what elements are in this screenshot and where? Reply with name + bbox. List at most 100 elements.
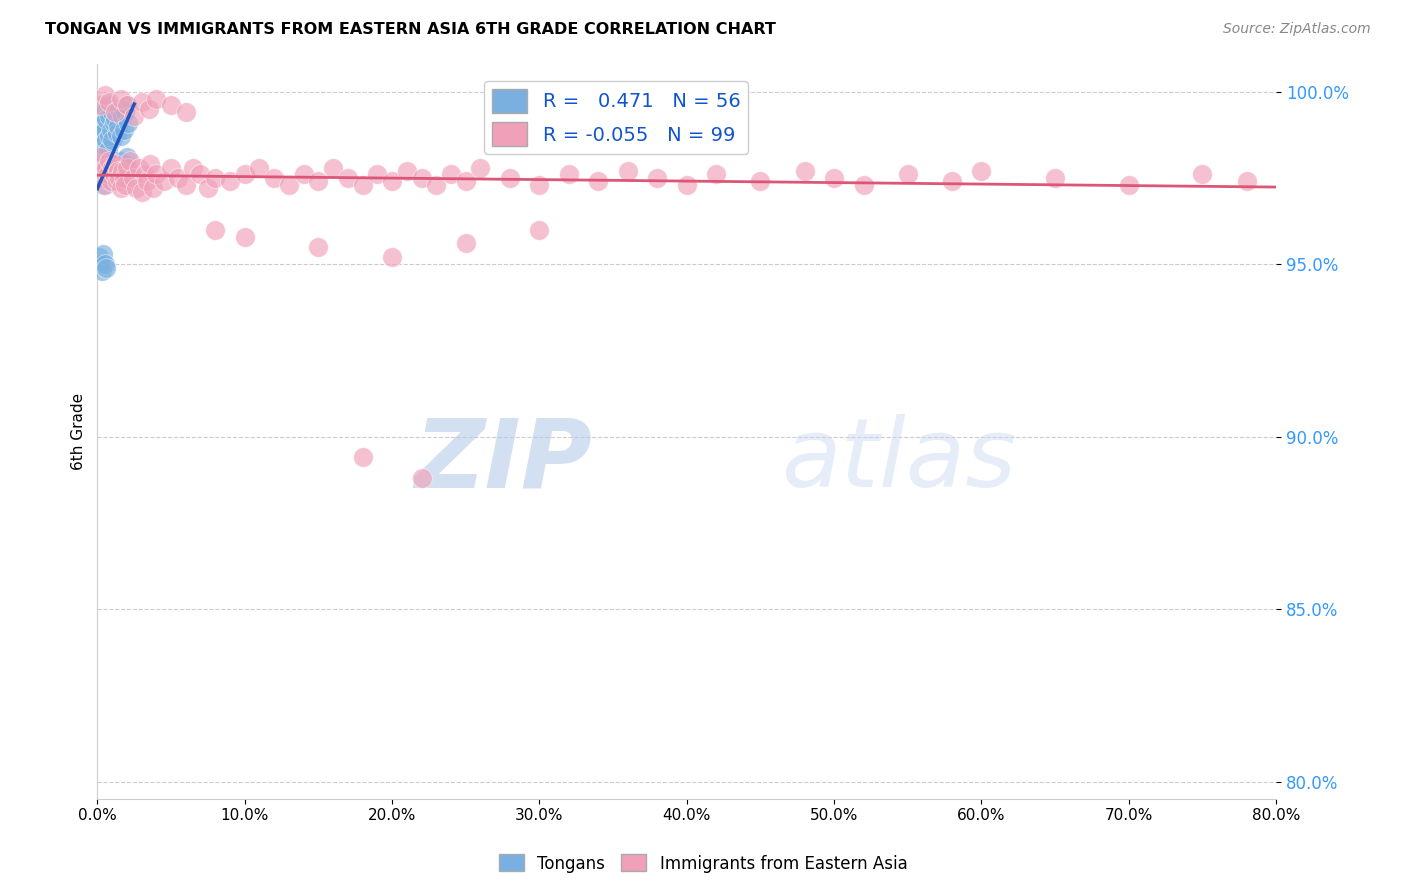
- Point: [117, 116, 139, 130]
- Text: ZIP: ZIP: [415, 414, 592, 508]
- Point: [93, 88, 115, 103]
- Point: [93, 178, 115, 192]
- Point: [93, 161, 115, 175]
- Point: [440, 168, 463, 182]
- Point: [105, 164, 128, 178]
- Point: [617, 164, 640, 178]
- Point: [115, 161, 138, 175]
- Point: [352, 450, 374, 465]
- Point: [322, 161, 344, 175]
- Point: [558, 168, 581, 182]
- Point: [336, 170, 359, 185]
- Point: [98, 129, 121, 144]
- Point: [101, 105, 124, 120]
- Point: [98, 153, 121, 168]
- Point: [645, 170, 668, 185]
- Point: [115, 98, 138, 112]
- Point: [96, 112, 118, 127]
- Point: [529, 222, 551, 236]
- Point: [1191, 168, 1213, 182]
- Point: [107, 164, 129, 178]
- Point: [852, 178, 875, 192]
- Point: [87, 136, 110, 151]
- Point: [897, 168, 920, 182]
- Legend: Tongans, Immigrants from Eastern Asia: Tongans, Immigrants from Eastern Asia: [492, 847, 914, 880]
- Point: [122, 109, 145, 123]
- Point: [131, 185, 153, 199]
- Point: [233, 168, 256, 182]
- Point: [114, 168, 136, 182]
- Point: [181, 161, 204, 175]
- Point: [190, 168, 212, 182]
- Point: [381, 250, 404, 264]
- Point: [352, 178, 374, 192]
- Point: [104, 105, 127, 120]
- Point: [219, 174, 242, 188]
- Point: [307, 174, 329, 188]
- Point: [91, 170, 114, 185]
- Point: [97, 168, 120, 182]
- Point: [470, 161, 492, 175]
- Point: [139, 157, 162, 171]
- Text: Source: ZipAtlas.com: Source: ZipAtlas.com: [1223, 22, 1371, 37]
- Point: [100, 164, 122, 178]
- Point: [366, 168, 388, 182]
- Point: [107, 157, 129, 171]
- Point: [204, 170, 226, 185]
- Point: [704, 168, 727, 182]
- Point: [96, 133, 118, 147]
- Point: [96, 161, 118, 175]
- Point: [104, 112, 127, 127]
- Point: [941, 174, 963, 188]
- Point: [89, 98, 111, 112]
- Point: [90, 164, 112, 178]
- Point: [103, 116, 125, 130]
- Point: [100, 174, 122, 188]
- Point: [91, 178, 114, 192]
- Point: [112, 122, 135, 136]
- Point: [108, 102, 131, 116]
- Point: [98, 95, 121, 109]
- Point: [112, 170, 135, 185]
- Point: [197, 181, 219, 195]
- Point: [97, 157, 120, 171]
- Text: atlas: atlas: [780, 414, 1017, 508]
- Point: [292, 168, 315, 182]
- Point: [454, 236, 477, 251]
- Point: [90, 116, 112, 130]
- Point: [233, 229, 256, 244]
- Point: [96, 260, 118, 275]
- Point: [411, 170, 433, 185]
- Point: [93, 257, 115, 271]
- Point: [970, 164, 993, 178]
- Point: [823, 170, 845, 185]
- Point: [105, 126, 128, 140]
- Point: [277, 178, 299, 192]
- Point: [263, 170, 285, 185]
- Point: [96, 168, 118, 182]
- Point: [204, 222, 226, 236]
- Point: [110, 129, 132, 144]
- Point: [307, 240, 329, 254]
- Point: [499, 170, 522, 185]
- Point: [91, 146, 114, 161]
- Point: [249, 161, 271, 175]
- Point: [91, 126, 114, 140]
- Point: [411, 471, 433, 485]
- Point: [124, 181, 146, 195]
- Point: [138, 102, 160, 116]
- Point: [381, 174, 404, 188]
- Point: [111, 109, 134, 123]
- Point: [1236, 174, 1258, 188]
- Point: [100, 122, 122, 136]
- Point: [104, 157, 127, 171]
- Point: [793, 164, 815, 178]
- Point: [90, 264, 112, 278]
- Point: [529, 178, 551, 192]
- Point: [395, 164, 418, 178]
- Point: [87, 250, 110, 264]
- Point: [111, 164, 134, 178]
- Point: [101, 133, 124, 147]
- Point: [98, 109, 121, 123]
- Point: [425, 178, 447, 192]
